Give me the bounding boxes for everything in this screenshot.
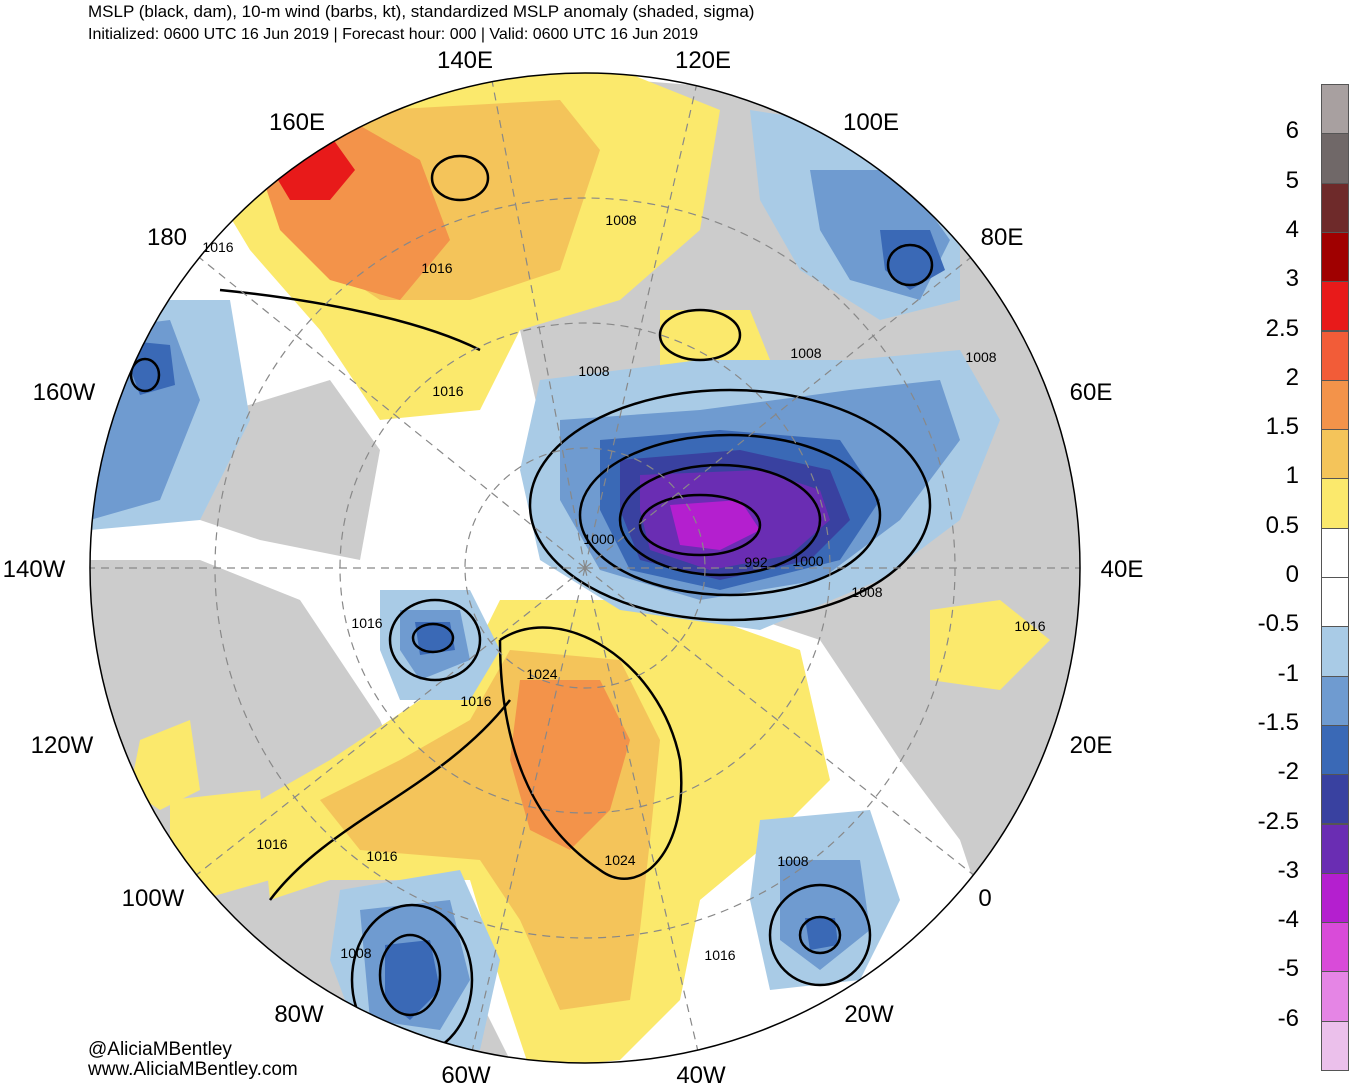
isobar-label: 1016: [256, 836, 287, 852]
author-credit: @AliciaMBentley: [88, 1039, 232, 1060]
anomaly-negative-region: [385, 940, 440, 1020]
lon-label: 20W: [844, 1001, 894, 1028]
colorbar-swatch: [1321, 724, 1349, 776]
lon-label: 160W: [33, 379, 96, 406]
colorbar-label: -0.5: [1257, 610, 1299, 638]
isobar-label: 1008: [578, 363, 609, 379]
colorbar-label: 5: [1285, 166, 1299, 194]
lon-label: 40W: [676, 1062, 726, 1086]
anomaly-positive-region: [170, 790, 270, 900]
colorbar-swatch: [1321, 577, 1349, 628]
map-title: MSLP (black, dam), 10-m wind (barbs, kt)…: [88, 2, 755, 21]
colorbar-swatch: [1321, 872, 1349, 924]
colorbar-label: 2: [1285, 363, 1299, 391]
isobar-label: 1008: [777, 853, 808, 869]
colorbar-label: -1.5: [1257, 708, 1299, 736]
colorbar-swatch: [1321, 922, 1349, 973]
colorbar-swatch: [1321, 379, 1349, 431]
colorbar-swatch: [1321, 429, 1349, 480]
lon-label: 120E: [675, 47, 731, 74]
isobars: [129, 154, 934, 1057]
lon-label: 20E: [1070, 732, 1113, 759]
graticule: [90, 73, 1080, 1061]
colorbar-label: 1: [1285, 462, 1299, 490]
isobar-label: 1016: [202, 239, 233, 255]
colorbar-swatch: [1321, 281, 1349, 332]
anomaly-negative-region: [670, 500, 760, 550]
isobar-label: 1016: [1014, 618, 1045, 634]
colorbar-label: 0: [1285, 561, 1299, 588]
colorbar-swatch: [1321, 823, 1349, 874]
author-website: www.AliciaMBentley.com: [88, 1059, 298, 1080]
isobar-label: 1008: [340, 945, 371, 961]
isobar-label: 1016: [351, 615, 382, 631]
colorbar-label: -4: [1277, 906, 1299, 934]
anomaly-positive-region: [930, 600, 1050, 690]
colorbar-label: -6: [1277, 1004, 1299, 1032]
lon-label: 80E: [981, 224, 1024, 251]
isobar-label: 1008: [790, 345, 821, 361]
colorbar-label: -3: [1277, 856, 1299, 884]
isobar-label: 1024: [526, 666, 557, 682]
anomaly-positive-region: [130, 720, 200, 810]
isobar-label: 1008: [965, 349, 996, 365]
isobar-label: 1016: [460, 693, 491, 709]
map-boundary: [89, 72, 1081, 1064]
lon-label: 60E: [1070, 379, 1113, 406]
colorbar-swatch: [1321, 626, 1349, 677]
lon-label: 40E: [1101, 556, 1144, 583]
colorbar-swatch: [1321, 84, 1349, 135]
colorbar-swatch: [1321, 330, 1349, 381]
lon-label: 100W: [122, 885, 185, 912]
colorbar-swatch: [1321, 675, 1349, 726]
lon-label: 160E: [269, 109, 325, 136]
colorbar-label: -1: [1277, 659, 1299, 687]
isobar-label: 1008: [605, 212, 636, 228]
isobar-label: 1024: [604, 852, 635, 868]
map-subtitle: Initialized: 0600 UTC 16 Jun 2019 | Fore…: [88, 26, 699, 43]
colorbar-swatch: [1321, 774, 1349, 825]
isobar-label: 1000: [583, 531, 614, 547]
isobar-label: 992: [744, 554, 768, 570]
colorbar-swatch: [1321, 231, 1349, 283]
lon-label: 140W: [3, 556, 66, 583]
lon-label: 180: [147, 224, 187, 251]
longitude-labels: 140E 120E 100E 80E 60E 40E 20E 0 20W 40W…: [3, 47, 1144, 1086]
isobar-label: 1016: [421, 260, 452, 276]
anomaly-negative-region: [415, 622, 455, 655]
lon-label: 140E: [437, 47, 493, 74]
isobar-labels: 1016 1016 1008 1016 1008 1008 1008 1000 …: [202, 212, 1045, 963]
colorbar-label: 2.5: [1265, 314, 1299, 342]
colorbar-swatch: [1321, 527, 1349, 578]
colorbar-swatch: [1321, 1020, 1349, 1071]
colorbar-label: -2.5: [1257, 807, 1299, 835]
colorbar-label: 3: [1285, 265, 1299, 293]
colorbar-swatch: [1321, 182, 1349, 233]
anomaly-negative-region: [805, 918, 838, 950]
lon-label: 80W: [274, 1001, 324, 1028]
isobar-label: 1016: [366, 848, 397, 864]
colorbar-swatch: [1321, 478, 1349, 529]
colorbar-swatch: [1321, 133, 1349, 184]
colorbar-label: 0.5: [1265, 511, 1299, 539]
colorbar-label: 4: [1285, 215, 1299, 243]
colorbar-label: 1.5: [1265, 413, 1299, 441]
isobar-label: 1016: [432, 383, 463, 399]
lon-label: 100E: [843, 109, 899, 136]
lon-label: 120W: [31, 732, 94, 759]
lon-label: 60W: [441, 1062, 491, 1086]
colorbar: 6 5 4 3 2.5 2 1.5 1 0.5 0 -0.5 -1 -1.5 -2 -2.5 -3 -4 -5 -6: [1258, 0, 1349, 1086]
anomaly-positive-region: [275, 135, 355, 200]
colorbar-label: -2: [1277, 758, 1299, 786]
isobar-label: 1008: [851, 584, 882, 600]
isobar-label: 1016: [704, 947, 735, 963]
lon-label: 0: [978, 885, 991, 912]
colorbar-swatch: [1321, 971, 1349, 1022]
isobar-label: 1000: [792, 553, 823, 569]
colorbar-label: 6: [1285, 117, 1299, 145]
colorbar-label: -5: [1277, 955, 1299, 983]
map-disk: [90, 73, 1080, 1063]
